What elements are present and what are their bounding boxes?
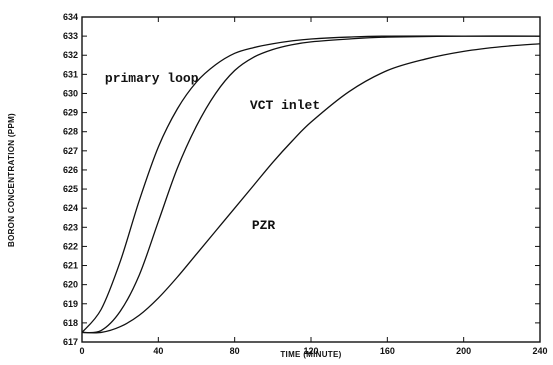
curve-vct-inlet: [81, 35, 541, 334]
x-axis-ticks: 0 40 80 120 160 200 240: [79, 17, 548, 356]
label-pzr: PZR: [252, 218, 276, 233]
curve-pzr: [81, 43, 541, 334]
y-tick-label: 624: [63, 203, 78, 213]
plot-frame: [81, 16, 541, 343]
x-tick-label: 80: [230, 346, 240, 356]
y-tick-label: 626: [63, 165, 78, 175]
x-axis-title: TIME (MINUTE): [280, 350, 341, 359]
curve-primary-loop: [81, 35, 540, 333]
series-curves: [81, 35, 541, 334]
y-tick-label: 632: [63, 50, 78, 60]
x-tick-label: 40: [153, 346, 163, 356]
y-tick-label: 627: [63, 146, 78, 156]
x-tick-label: 240: [532, 346, 547, 356]
x-tick-label: 120: [303, 346, 318, 356]
y-tick-label: 623: [63, 222, 78, 232]
y-tick-label: 622: [63, 241, 78, 251]
y-tick-label: 619: [63, 299, 78, 309]
y-tick-label: 631: [63, 69, 78, 79]
y-tick-label: 621: [63, 261, 78, 271]
x-tick-label: 200: [456, 346, 471, 356]
y-tick-label: 625: [63, 184, 78, 194]
y-tick-label: 629: [63, 108, 78, 118]
y-axis-ticks: 617 618 619 620 621 622 623 624 625 626 627 628 629 6…: [63, 12, 540, 347]
x-tick-label: 0: [79, 346, 84, 356]
curve-annotations: primary loop VCT inlet PZR: [105, 71, 320, 233]
y-tick-label: 633: [63, 31, 78, 41]
y-tick-label: 617: [63, 337, 78, 347]
label-vct-inlet: VCT inlet: [250, 98, 320, 113]
y-tick-label: 620: [63, 280, 78, 290]
y-axis-title: BORON CONCENTRATION (PPM): [7, 113, 16, 247]
label-primary-loop: primary loop: [105, 71, 199, 86]
y-tick-label: 628: [63, 127, 78, 137]
y-tick-label: 630: [63, 88, 78, 98]
y-tick-label: 634: [63, 12, 78, 22]
x-tick-label: 160: [380, 346, 395, 356]
y-tick-label: 618: [63, 318, 78, 328]
